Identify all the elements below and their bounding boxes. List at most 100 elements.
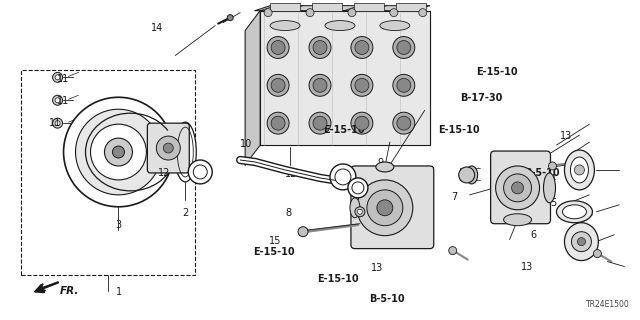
Ellipse shape [313, 41, 327, 54]
Circle shape [147, 144, 163, 160]
Text: 14: 14 [151, 23, 163, 33]
Ellipse shape [393, 112, 415, 134]
Text: FR.: FR. [60, 286, 79, 296]
Circle shape [104, 138, 132, 166]
Ellipse shape [355, 41, 369, 54]
Ellipse shape [267, 74, 289, 96]
Text: 12: 12 [157, 168, 170, 178]
Ellipse shape [351, 74, 373, 96]
Text: E-15-10: E-15-10 [476, 68, 518, 77]
Ellipse shape [313, 78, 327, 92]
Bar [20, 70, 195, 275]
Circle shape [55, 75, 60, 80]
Ellipse shape [504, 214, 532, 226]
Text: 10: 10 [241, 139, 253, 149]
Ellipse shape [351, 36, 373, 59]
Circle shape [495, 166, 540, 210]
Bar [396, 3, 426, 11]
Circle shape [355, 207, 365, 217]
Polygon shape [245, 11, 260, 165]
Circle shape [352, 182, 364, 194]
Circle shape [136, 169, 152, 185]
Text: E-15-10: E-15-10 [253, 247, 294, 257]
Circle shape [459, 167, 475, 183]
Circle shape [575, 165, 584, 175]
Circle shape [298, 227, 308, 237]
Circle shape [188, 160, 212, 184]
Bar [312, 3, 342, 11]
Circle shape [55, 98, 60, 103]
Text: 13: 13 [371, 263, 383, 273]
Text: 9: 9 [378, 158, 384, 168]
Circle shape [377, 200, 393, 216]
Circle shape [511, 182, 524, 194]
Circle shape [367, 190, 403, 226]
Ellipse shape [393, 36, 415, 59]
Circle shape [136, 119, 152, 135]
Circle shape [419, 9, 427, 17]
Text: 15: 15 [269, 236, 282, 246]
FancyBboxPatch shape [351, 166, 434, 249]
Ellipse shape [355, 78, 369, 92]
Ellipse shape [397, 41, 411, 54]
Circle shape [63, 97, 173, 207]
FancyBboxPatch shape [491, 151, 550, 224]
Ellipse shape [313, 116, 327, 130]
Ellipse shape [570, 157, 588, 183]
Circle shape [90, 124, 147, 180]
Circle shape [85, 119, 101, 135]
Ellipse shape [325, 20, 355, 31]
Circle shape [577, 238, 586, 246]
Circle shape [76, 109, 161, 195]
Ellipse shape [271, 41, 285, 54]
Circle shape [504, 174, 532, 202]
Circle shape [227, 15, 233, 20]
Text: 11: 11 [57, 74, 69, 84]
Text: B-17-30: B-17-30 [461, 93, 503, 103]
Ellipse shape [393, 74, 415, 96]
Text: 11: 11 [57, 96, 69, 106]
Circle shape [111, 180, 127, 196]
Text: 13: 13 [559, 131, 572, 141]
Text: 2: 2 [182, 208, 189, 218]
Circle shape [348, 9, 356, 17]
Text: 1: 1 [116, 287, 122, 297]
Text: 5: 5 [550, 198, 556, 208]
Circle shape [55, 121, 60, 126]
Text: E-15-10: E-15-10 [317, 275, 358, 284]
Circle shape [593, 250, 602, 258]
Ellipse shape [376, 162, 394, 172]
Text: 4: 4 [550, 174, 556, 184]
Circle shape [52, 72, 63, 82]
Circle shape [74, 144, 90, 160]
Circle shape [113, 146, 124, 158]
Ellipse shape [564, 150, 595, 190]
Polygon shape [260, 11, 430, 145]
Circle shape [548, 162, 557, 170]
Text: 8: 8 [285, 208, 291, 218]
Ellipse shape [350, 198, 360, 218]
Ellipse shape [563, 205, 586, 219]
Text: E-15-10: E-15-10 [323, 125, 365, 135]
Circle shape [357, 209, 362, 214]
Text: 6: 6 [531, 230, 537, 240]
Ellipse shape [270, 20, 300, 31]
Circle shape [357, 180, 413, 236]
Circle shape [572, 232, 591, 252]
Ellipse shape [543, 173, 556, 203]
Ellipse shape [397, 116, 411, 130]
Ellipse shape [466, 166, 477, 184]
Circle shape [335, 169, 351, 185]
Circle shape [348, 178, 368, 198]
FancyBboxPatch shape [147, 123, 189, 173]
Polygon shape [255, 6, 430, 11]
Text: 11: 11 [49, 118, 61, 128]
Ellipse shape [355, 116, 369, 130]
Ellipse shape [309, 112, 331, 134]
Ellipse shape [267, 112, 289, 134]
Text: B-5-10: B-5-10 [524, 168, 560, 178]
Ellipse shape [271, 116, 285, 130]
Circle shape [264, 9, 272, 17]
Ellipse shape [267, 36, 289, 59]
Circle shape [306, 9, 314, 17]
